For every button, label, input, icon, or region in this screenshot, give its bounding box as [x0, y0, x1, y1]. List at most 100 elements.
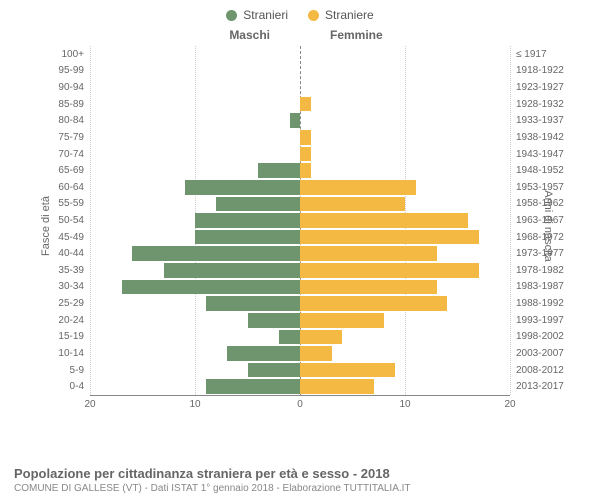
year-label: 1948-1952 [516, 165, 564, 176]
age-label: 95-99 [58, 65, 84, 76]
bar-female [300, 213, 468, 228]
year-label: 2008-2012 [516, 365, 564, 376]
bar-male [122, 280, 301, 295]
age-label: 100+ [61, 49, 84, 60]
year-label: 1918-1922 [516, 65, 564, 76]
bar-female [300, 230, 479, 245]
age-label: 15-19 [58, 331, 84, 342]
bar-male [258, 163, 300, 178]
pyramid-row: 35-391978-1982 [90, 262, 510, 279]
bar-female [300, 97, 311, 112]
pyramid-row: 30-341983-1987 [90, 279, 510, 296]
legend-item-male: Stranieri [226, 8, 288, 22]
bar-female [300, 180, 416, 195]
age-label: 70-74 [58, 149, 84, 160]
year-label: 1998-2002 [516, 331, 564, 342]
column-title-female: Femmine [330, 28, 383, 42]
year-label: 1993-1997 [516, 315, 564, 326]
age-label: 30-34 [58, 281, 84, 292]
year-label: 1943-1947 [516, 149, 564, 160]
chart-title: Popolazione per cittadinanza straniera p… [14, 466, 586, 481]
legend: Stranieri Straniere [0, 0, 600, 26]
age-label: 0-4 [70, 381, 84, 392]
year-label: 1928-1932 [516, 99, 564, 110]
pyramid-row: 85-891928-1932 [90, 96, 510, 113]
year-label: 1983-1987 [516, 281, 564, 292]
pyramid-row: 5-92008-2012 [90, 362, 510, 379]
age-label: 50-54 [58, 215, 84, 226]
pyramid-row: 25-291988-1992 [90, 295, 510, 312]
pyramid-row: 40-441973-1977 [90, 245, 510, 262]
age-label: 55-59 [58, 198, 84, 209]
pyramid-row: 70-741943-1947 [90, 146, 510, 163]
age-label: 5-9 [70, 365, 84, 376]
pyramid-row: 80-841933-1937 [90, 112, 510, 129]
legend-item-female: Straniere [308, 8, 374, 22]
bar-female [300, 197, 405, 212]
pyramid-row: 45-491968-1972 [90, 229, 510, 246]
pyramid-row: 100+≤ 1917 [90, 46, 510, 63]
age-label: 65-69 [58, 165, 84, 176]
bar-female [300, 313, 384, 328]
bar-male [185, 180, 301, 195]
x-tick: 10 [189, 399, 200, 410]
pyramid-row: 65-691948-1952 [90, 162, 510, 179]
age-label: 80-84 [58, 115, 84, 126]
bar-male [290, 113, 301, 128]
age-label: 25-29 [58, 298, 84, 309]
x-tick: 20 [84, 399, 95, 410]
bar-male [195, 230, 300, 245]
bar-male [216, 197, 300, 212]
age-label: 10-14 [58, 348, 84, 359]
legend-label-female: Straniere [325, 8, 374, 22]
column-title-male: Maschi [229, 28, 270, 42]
age-label: 20-24 [58, 315, 84, 326]
year-label: 1978-1982 [516, 265, 564, 276]
chart-subtitle: COMUNE DI GALLESE (VT) - Dati ISTAT 1° g… [14, 483, 586, 494]
pyramid-row: 90-941923-1927 [90, 79, 510, 96]
bar-female [300, 363, 395, 378]
pyramid-row: 20-241993-1997 [90, 312, 510, 329]
pyramid-row: 15-191998-2002 [90, 329, 510, 346]
age-label: 40-44 [58, 248, 84, 259]
bar-female [300, 296, 447, 311]
bar-male [206, 296, 301, 311]
x-tick: 20 [504, 399, 515, 410]
bar-female [300, 346, 332, 361]
year-label: 1938-1942 [516, 132, 564, 143]
bar-female [300, 163, 311, 178]
year-label: 1988-1992 [516, 298, 564, 309]
bar-female [300, 246, 437, 261]
year-label: 1973-1977 [516, 248, 564, 259]
pyramid-row: 75-791938-1942 [90, 129, 510, 146]
year-label: 2013-2017 [516, 381, 564, 392]
age-label: 75-79 [58, 132, 84, 143]
plot: 100+≤ 191795-991918-192290-941923-192785… [90, 46, 510, 396]
bar-male [132, 246, 300, 261]
bar-female [300, 379, 374, 394]
bar-male [206, 379, 301, 394]
pyramid-row: 10-142003-2007 [90, 345, 510, 362]
age-label: 35-39 [58, 265, 84, 276]
x-tick: 10 [399, 399, 410, 410]
chart-area: Maschi Femmine Fasce di età Anni di nasc… [20, 26, 580, 426]
age-label: 85-89 [58, 99, 84, 110]
bar-female [300, 330, 342, 345]
bar-male [248, 313, 301, 328]
bar-female [300, 280, 437, 295]
bar-male [279, 330, 300, 345]
age-label: 45-49 [58, 232, 84, 243]
year-label: 1953-1957 [516, 182, 564, 193]
bar-female [300, 147, 311, 162]
year-label: 1958-1962 [516, 198, 564, 209]
legend-swatch-female [308, 10, 319, 21]
pyramid-row: 55-591958-1962 [90, 196, 510, 213]
bar-male [248, 363, 301, 378]
legend-label-male: Stranieri [243, 8, 288, 22]
year-label: 2003-2007 [516, 348, 564, 359]
year-label: 1963-1967 [516, 215, 564, 226]
legend-swatch-male [226, 10, 237, 21]
pyramid-row: 60-641953-1957 [90, 179, 510, 196]
pyramid-row: 0-42013-2017 [90, 378, 510, 395]
bar-female [300, 130, 311, 145]
